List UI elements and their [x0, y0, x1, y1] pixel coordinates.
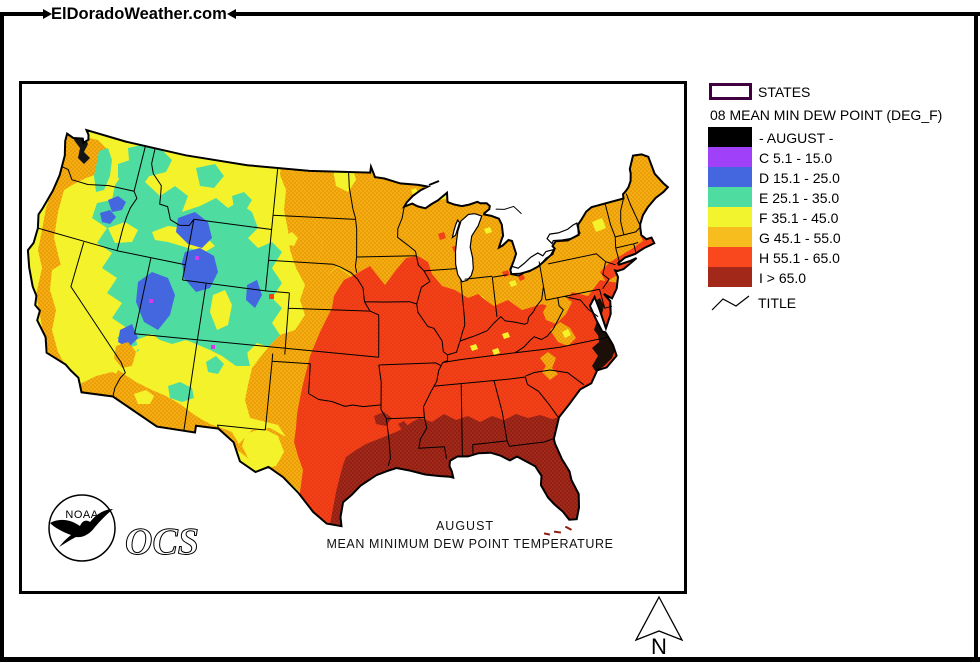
svg-text:NOAA: NOAA	[65, 509, 98, 521]
svg-text:OCS: OCS	[125, 521, 199, 563]
svg-text:N: N	[651, 634, 667, 658]
